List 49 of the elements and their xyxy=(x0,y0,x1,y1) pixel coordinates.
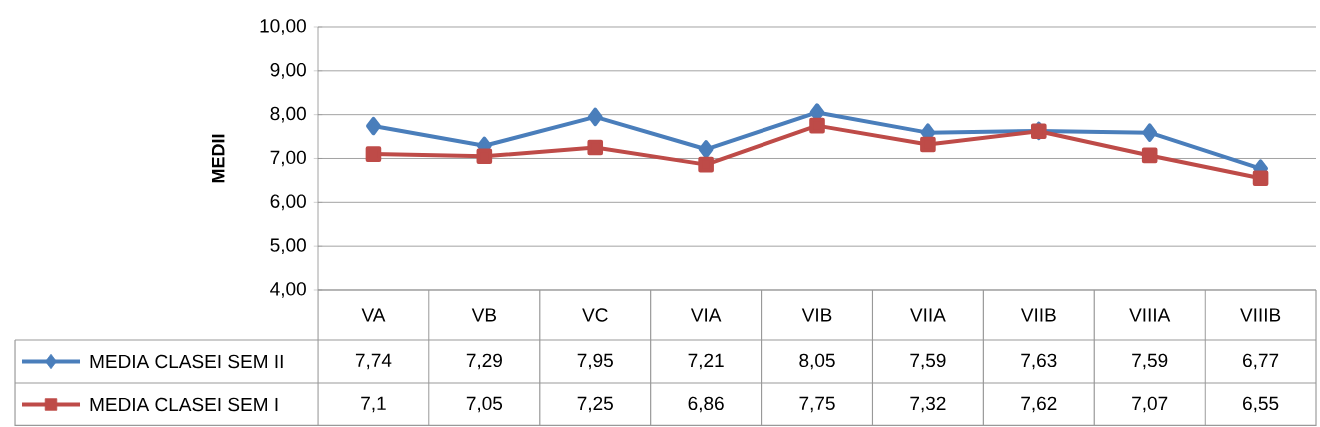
y-tick-label: 9,00 xyxy=(270,63,306,79)
point xyxy=(476,148,493,165)
point xyxy=(698,157,714,173)
x-tick-label: VIIA xyxy=(910,308,946,322)
data-label: 7,32 xyxy=(910,396,946,413)
x-tick-label: VIIB xyxy=(1020,308,1056,322)
data-label: 7,59 xyxy=(910,353,946,370)
x-tick-label: VIA xyxy=(690,308,722,322)
point xyxy=(920,136,936,153)
data-label: 6,55 xyxy=(1243,396,1279,413)
data-label: 7,05 xyxy=(466,396,503,413)
y-tick-label: 6,00 xyxy=(270,194,306,211)
data-label: 7,95 xyxy=(577,353,613,370)
y-tick-label: 8,00 xyxy=(270,107,306,123)
point xyxy=(587,139,604,156)
x-tick-label: VC xyxy=(582,308,608,322)
data-label: 7,75 xyxy=(799,396,835,413)
x-tick-label: VA xyxy=(361,308,386,322)
data-label: 8,05 xyxy=(799,353,835,370)
x-tick-label: VIIIA xyxy=(1129,308,1171,322)
data-label: 7,74 xyxy=(355,353,392,370)
x-tick-label: VIB xyxy=(801,308,832,322)
y-axis-title: MEDII xyxy=(212,134,225,183)
data-label: 6,86 xyxy=(688,396,724,413)
point xyxy=(366,117,381,136)
data-label: 7,63 xyxy=(1021,353,1057,370)
point xyxy=(365,146,382,163)
data-label: 7,25 xyxy=(577,396,613,413)
data-label: 7,59 xyxy=(1132,353,1168,370)
y-tick-label: 4,00 xyxy=(270,282,306,299)
legend-label: MEDIA CLASEI SEM II xyxy=(90,354,283,369)
point xyxy=(1252,170,1269,187)
legend-label: MEDIA CLASEI SEM I xyxy=(90,397,278,412)
y-tick-label: 7,00 xyxy=(270,150,306,167)
data-label: 7,07 xyxy=(1132,396,1168,413)
y-tick-label: 10,00 xyxy=(260,19,306,36)
x-tick-label: VIIIB xyxy=(1240,308,1281,322)
point xyxy=(1142,123,1158,143)
y-tick-label: 5,00 xyxy=(270,238,306,255)
data-label: 7,1 xyxy=(361,396,386,413)
x-tick-label: VB xyxy=(471,308,497,322)
data-label: 6,77 xyxy=(1243,353,1279,370)
data-label: 7,62 xyxy=(1021,396,1057,413)
point xyxy=(698,140,714,159)
point xyxy=(1141,147,1158,164)
data-label: 7,29 xyxy=(466,353,502,370)
point xyxy=(587,107,603,127)
point xyxy=(809,118,825,134)
data-label: 7,21 xyxy=(688,353,724,370)
